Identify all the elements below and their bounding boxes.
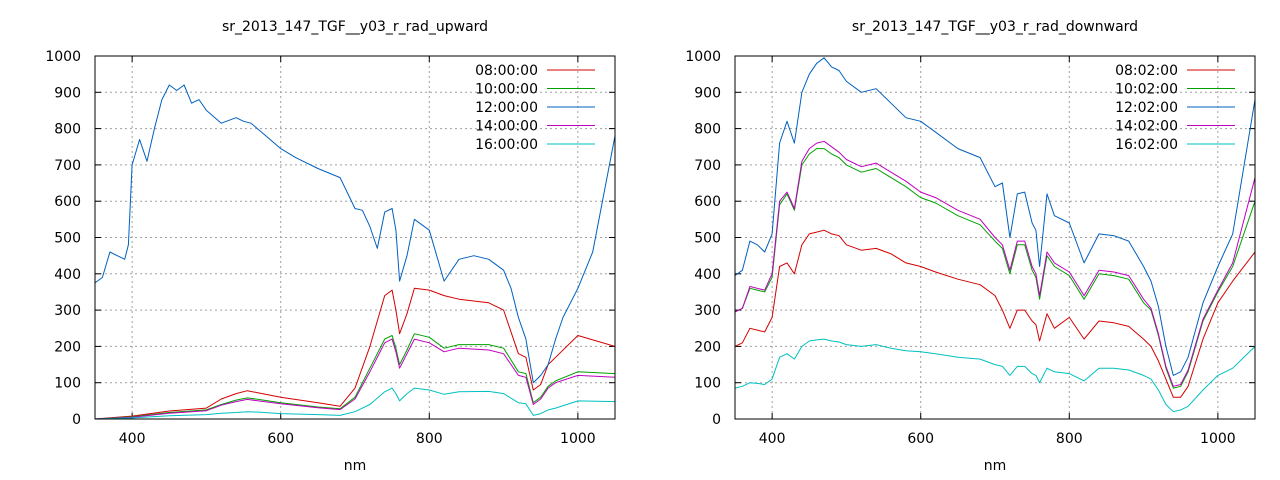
- series-group: [735, 57, 1255, 413]
- y-tick-label: 300: [694, 303, 721, 319]
- x-tick-label: 800: [1056, 431, 1083, 447]
- series-line-10:00:00: [95, 333, 615, 419]
- y-tick-label: 300: [54, 303, 81, 319]
- plot-frame: [94, 55, 616, 420]
- series-line-08:02:00: [735, 229, 1255, 398]
- y-tick-label: 0: [712, 412, 721, 428]
- x-tick-label: 600: [907, 431, 934, 447]
- chart-title: sr_2013_147_TGF__y03_r_rad_upward: [222, 19, 488, 35]
- x-tick-label: 400: [759, 431, 786, 447]
- y-tick-label: 400: [54, 267, 81, 283]
- y-tick-label: 600: [54, 194, 81, 210]
- x-axis-label: nm: [984, 458, 1007, 474]
- series-line-08:00:00: [95, 287, 615, 419]
- x-axis-label: nm: [344, 458, 367, 474]
- chart-panel-1: sr_2013_147_TGF__y03_r_rad_upward 400 600 8…: [45, 19, 616, 474]
- legend-label: 16:00:00: [475, 137, 538, 153]
- series-line-16:02:00: [735, 338, 1255, 413]
- y-tick-label: 200: [54, 339, 81, 355]
- series-line-16:00:00: [95, 387, 615, 419]
- y-tick-label: 100: [54, 376, 81, 392]
- y-tick-label: 700: [694, 158, 721, 174]
- x-tick-label: 1000: [560, 431, 596, 447]
- legend-label: 08:00:00: [475, 63, 538, 79]
- x-tick-label: 600: [267, 431, 294, 447]
- chart-title: sr_2013_147_TGF__y03_r_rad_downward: [852, 19, 1138, 35]
- legend-label: 12:02:00: [1115, 100, 1178, 116]
- y-tick-label: 1000: [685, 49, 721, 65]
- legend-label: 14:02:00: [1115, 119, 1178, 135]
- legend-label: 10:02:00: [1115, 82, 1178, 98]
- y-tick-label: 400: [694, 267, 721, 283]
- x-tick-label: 1000: [1200, 431, 1236, 447]
- y-tick-label: 1000: [45, 49, 81, 65]
- series-line-10:02:00: [735, 148, 1255, 389]
- chart-panel-2: sr_2013_147_TGF__y03_r_rad_downward 400 60…: [685, 19, 1256, 474]
- series-line-12:00:00: [95, 84, 615, 384]
- y-tick-label: 200: [694, 339, 721, 355]
- legend-label: 14:00:00: [475, 119, 538, 135]
- y-tick-label: 900: [54, 85, 81, 101]
- series-line-14:00:00: [95, 338, 615, 419]
- y-tick-label: 500: [694, 231, 721, 247]
- y-tick-label: 800: [54, 122, 81, 138]
- y-tick-label: 0: [72, 412, 81, 428]
- series-line-14:02:00: [735, 140, 1255, 387]
- legend-label: 10:00:00: [475, 82, 538, 98]
- y-tick-label: 600: [694, 194, 721, 210]
- legend-label: 12:00:00: [475, 100, 538, 116]
- y-tick-label: 800: [694, 122, 721, 138]
- y-tick-label: 100: [694, 376, 721, 392]
- y-tick-label: 900: [694, 85, 721, 101]
- y-tick-label: 500: [54, 231, 81, 247]
- legend-label: 16:02:00: [1115, 137, 1178, 153]
- y-tick-label: 700: [54, 158, 81, 174]
- series-group: [95, 84, 615, 419]
- series-line-12:02:00: [735, 57, 1255, 376]
- legend-label: 08:02:00: [1115, 63, 1178, 79]
- x-tick-label: 400: [119, 431, 146, 447]
- plot-frame: [734, 55, 1256, 420]
- x-tick-label: 800: [416, 431, 443, 447]
